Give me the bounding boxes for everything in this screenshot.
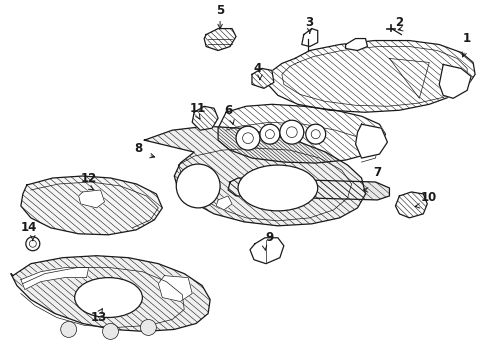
Text: 13: 13 [90,311,106,324]
Polygon shape [144,126,365,226]
Text: 4: 4 [253,62,262,75]
Polygon shape [227,178,388,200]
Polygon shape [21,176,162,235]
Polygon shape [216,196,232,210]
Text: 3: 3 [305,16,313,29]
Polygon shape [79,190,104,208]
Text: 12: 12 [81,171,97,185]
Circle shape [140,319,156,336]
Polygon shape [438,64,470,98]
Circle shape [305,124,325,144]
Circle shape [102,323,118,339]
Text: 5: 5 [216,4,224,17]
Circle shape [61,321,77,337]
Text: 9: 9 [265,231,273,244]
Polygon shape [251,68,273,88]
Text: 11: 11 [190,102,206,115]
Text: 7: 7 [373,166,381,179]
Circle shape [176,164,220,208]
Ellipse shape [75,278,142,318]
Ellipse shape [238,165,317,211]
Polygon shape [192,106,218,130]
Polygon shape [395,192,427,218]
Circle shape [279,120,303,144]
Polygon shape [249,238,283,264]
Text: 2: 2 [394,16,403,29]
Polygon shape [158,276,192,302]
Polygon shape [345,39,367,50]
Text: 10: 10 [420,192,436,204]
Text: 6: 6 [224,104,232,117]
Polygon shape [203,28,236,50]
Polygon shape [11,256,210,332]
Circle shape [26,237,40,251]
Polygon shape [218,104,385,163]
Polygon shape [267,41,474,112]
Text: 14: 14 [20,221,37,234]
Circle shape [260,124,279,144]
Polygon shape [355,124,386,158]
Polygon shape [21,268,88,289]
Circle shape [236,126,260,150]
Polygon shape [301,28,317,46]
Text: 1: 1 [462,32,470,45]
Text: 8: 8 [134,141,142,155]
